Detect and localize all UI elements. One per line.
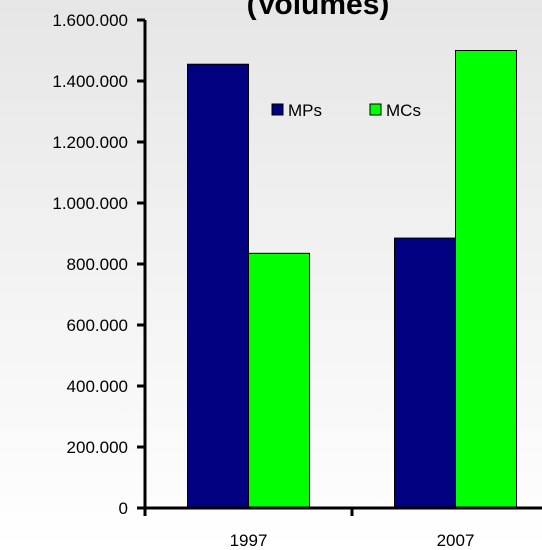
x-tick-label: 2007 [437,531,475,550]
bar [248,252,310,509]
x-tick-label: 1997 [230,531,268,550]
bar [455,50,517,509]
chart-title: (Volumes) [247,0,390,21]
y-tick-label: 1.200.000 [52,133,128,152]
legend-label: MCs [386,101,421,120]
bar [187,63,249,509]
y-tick-label: 400.000 [67,377,128,396]
y-tick-label: 0 [119,499,128,518]
y-tick-label: 600.000 [67,316,128,335]
y-tick-label: 200.000 [67,438,128,457]
y-tick-label: 800.000 [67,255,128,274]
legend-swatch [369,103,382,116]
legend-label: MPs [288,101,322,120]
y-tick-label: 1.000.000 [52,194,128,213]
y-tick-label: 1.600.000 [52,11,128,30]
y-tick-label: 1.400.000 [52,72,128,91]
legend-swatch [271,103,284,116]
bar [394,237,456,509]
